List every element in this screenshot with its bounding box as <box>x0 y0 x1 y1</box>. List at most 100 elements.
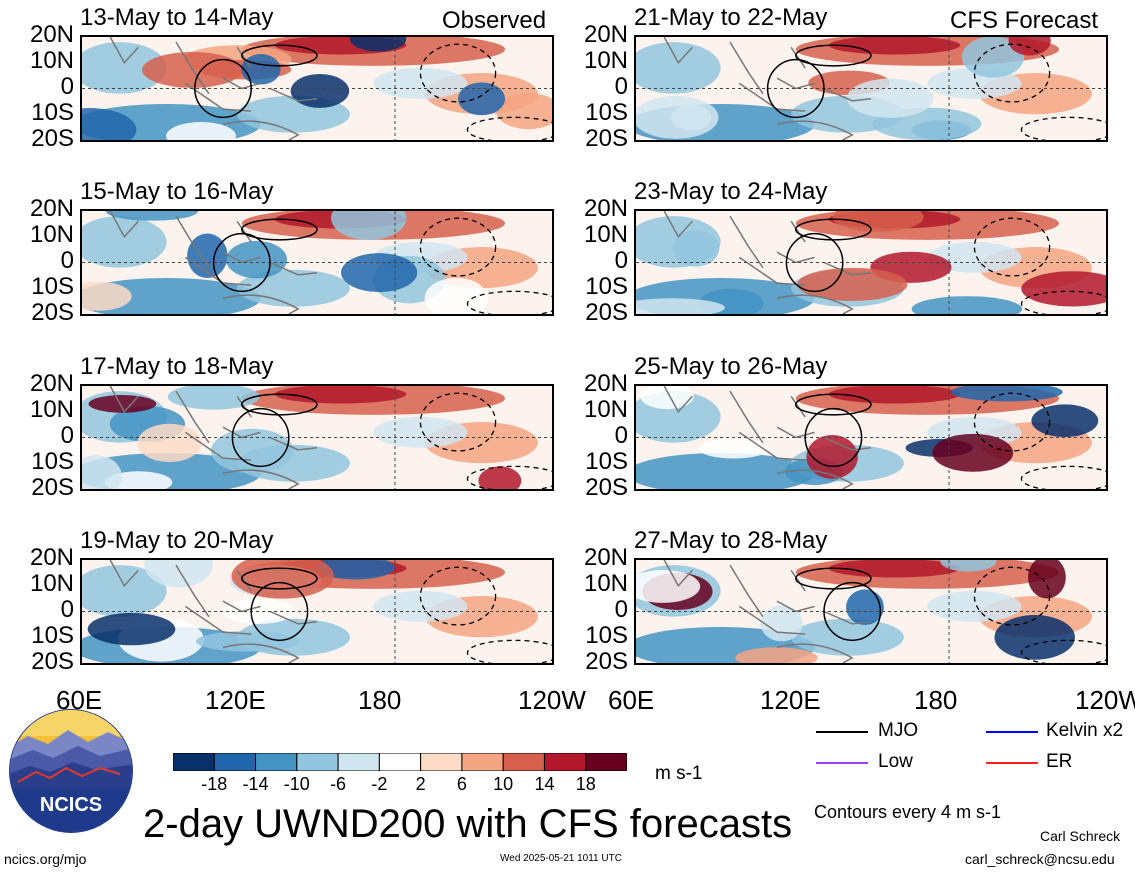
right-panel-3-lat-label: 10S <box>585 448 628 475</box>
colorbar-swatch <box>337 752 380 772</box>
lon-label-left-120w: 120W <box>518 685 586 715</box>
left-panel-2-lat-label: 0 <box>60 247 74 274</box>
main-title: 2-day UWND200 with CFS forecasts <box>143 802 793 846</box>
legend-low-label: Low <box>878 751 913 772</box>
colorbar-swatch <box>461 752 504 772</box>
lon-label-right-120w: 120W <box>1075 685 1135 715</box>
left-panel-2-lat-label: 20S <box>31 299 74 326</box>
left-panel-4-lat-label: 20N <box>29 544 74 571</box>
colorbar-tick-label: -14 <box>242 774 269 794</box>
left-panel-3-map <box>80 384 554 491</box>
left-panel-3-lat-label: 0 <box>60 422 74 449</box>
left-panel-4-title: 19-May to 20-May <box>80 527 274 554</box>
footer-url: ncics.org/mjo <box>4 851 87 867</box>
left-panel-1-lat-label: 10S <box>31 99 74 126</box>
footer-email: carl_schreck@ncsu.edu <box>965 851 1115 867</box>
right-panel-1-lat-label: 10N <box>583 47 628 74</box>
colorbar-tick-label: 10 <box>493 774 514 794</box>
right-panel-4-title: 27-May to 28-May <box>634 527 828 554</box>
colorbar-swatch <box>296 752 339 772</box>
right-panel-2-lat-label: 10N <box>583 221 628 248</box>
right-panel-1-title: 21-May to 22-May <box>634 4 828 31</box>
colorbar-swatch <box>255 752 298 772</box>
right-panel-2-title: 23-May to 24-May <box>634 178 828 205</box>
left-panel-4-lat-label: 20S <box>31 648 74 675</box>
colorbar-tick-label: 6 <box>456 774 467 794</box>
right-panel-1-map <box>634 35 1108 142</box>
colorbar-swatch <box>172 752 215 772</box>
ncics-logo-text: NCICS <box>40 794 102 816</box>
colorbar-tick-label: -10 <box>283 774 310 794</box>
legend-mjo-label: MJO <box>878 720 919 741</box>
left-panel-1-title: 13-May to 14-May <box>80 4 274 31</box>
left-panel-1-lat-label: 20S <box>31 125 74 152</box>
right-panel-3-lat-label: 20N <box>583 370 628 397</box>
right-panel-1-lat-label: 0 <box>614 73 628 100</box>
left-panel-4-lat-label: 10S <box>31 622 74 649</box>
left-panel-1-lat-label: 10N <box>29 47 74 74</box>
lon-label-left-180: 180 <box>358 685 402 715</box>
left-panel-2-lat-label: 20N <box>29 195 74 222</box>
colorbar-tick-label: 2 <box>415 774 426 794</box>
right-panel-3-lat-label: 0 <box>614 422 628 449</box>
left-panel-3-lat-label: 10N <box>29 396 74 423</box>
colorbar-units: m s-1 <box>655 763 703 784</box>
lon-label-right-180: 180 <box>914 685 958 715</box>
left-panel-2-lat-label: 10S <box>31 273 74 300</box>
right-panel-4-map <box>634 558 1108 665</box>
left-panel-2-lat-label: 10N <box>29 221 74 248</box>
left-panel-3-lat-label: 20N <box>29 370 74 397</box>
left-panel-2-title: 15-May to 16-May <box>80 178 274 205</box>
right-panel-4-lat-label: 10S <box>585 622 628 649</box>
right-panel-2-map <box>634 209 1108 316</box>
right-panel-4-lat-label: 10N <box>583 570 628 597</box>
right-panel-2-lat-label: 0 <box>614 247 628 274</box>
right-panel-2-lat-label: 20N <box>583 195 628 222</box>
colorbar-tick-label: 14 <box>534 774 555 794</box>
colorbar-tick-label: 18 <box>575 774 596 794</box>
legend-er-line <box>986 762 1038 764</box>
left-panel-1-lat-label: 0 <box>60 73 74 100</box>
legend-kelvin-line <box>986 731 1038 733</box>
colorbar-swatch <box>543 752 587 772</box>
legend-mjo-line <box>816 731 868 733</box>
legend-low-line <box>816 762 868 764</box>
colorbar-swatch <box>420 752 463 772</box>
left-panel-3-title: 17-May to 18-May <box>80 353 274 380</box>
footer-author: Carl Schreck <box>1040 828 1121 844</box>
lon-label-left-120e: 120E <box>205 685 266 715</box>
colorbar-tick-label: -18 <box>201 774 228 794</box>
right-panel-3-map <box>634 384 1108 491</box>
contour-note: Contours every 4 m s-1 <box>814 802 1002 822</box>
colorbar-tick-label: -2 <box>371 774 388 794</box>
left-panel-3-lat-label: 10S <box>31 448 74 475</box>
right-panel-1-lat-label: 20N <box>583 21 628 48</box>
right-panel-1-lat-label: 10S <box>585 99 628 126</box>
colorbar-swatch <box>213 752 257 772</box>
right-panel-2-lat-label: 10S <box>585 273 628 300</box>
right-panel-4-lat-label: 20S <box>585 648 628 675</box>
colorbar <box>172 752 628 772</box>
left-panel-3-lat-label: 20S <box>31 474 74 501</box>
ncics-logo: NCICS <box>8 708 134 834</box>
colorbar-swatch <box>378 752 422 772</box>
colorbar-tick-label: -6 <box>330 774 347 794</box>
footer-timestamp: Wed 2025-05-21 1011 UTC <box>500 853 622 864</box>
left-panel-4-lat-label: 10N <box>29 570 74 597</box>
left-panel-4-map <box>80 558 554 665</box>
left-panel-2-map <box>80 209 554 316</box>
colorbar-swatch <box>502 752 545 772</box>
right-panel-4-lat-label: 20N <box>583 544 628 571</box>
right-panel-4-lat-label: 0 <box>614 596 628 623</box>
forecast-label: CFS Forecast <box>950 7 1099 34</box>
right-panel-3-lat-label: 20S <box>585 474 628 501</box>
right-panel-2-lat-label: 20S <box>585 299 628 326</box>
legend-kelvin-label: Kelvin x2 <box>1046 720 1124 741</box>
right-panel-1-lat-label: 20S <box>585 125 628 152</box>
lon-label-right-120e: 120E <box>760 685 821 715</box>
observed-label: Observed <box>442 7 547 34</box>
left-panel-4-lat-label: 0 <box>60 596 74 623</box>
right-panel-3-title: 25-May to 26-May <box>634 353 828 380</box>
left-panel-1-lat-label: 20N <box>29 21 74 48</box>
left-panel-1-map <box>80 35 554 142</box>
